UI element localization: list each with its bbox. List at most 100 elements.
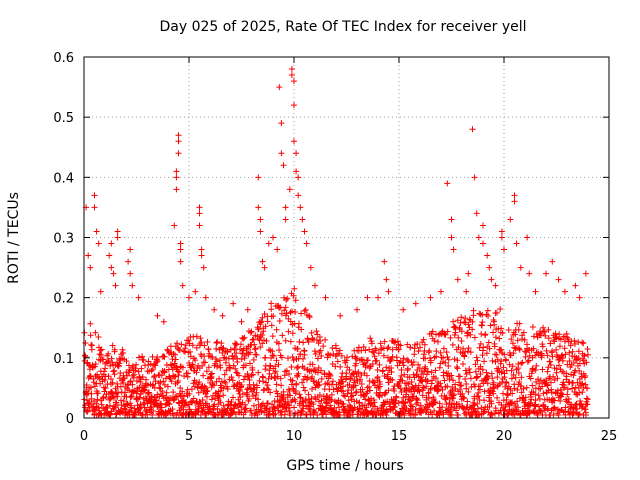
data-point xyxy=(107,411,114,418)
data-point xyxy=(283,367,290,374)
data-point xyxy=(221,378,228,385)
data-point xyxy=(291,404,298,411)
data-point xyxy=(295,192,302,199)
data-point xyxy=(317,337,324,344)
data-point xyxy=(516,346,523,353)
data-point xyxy=(160,353,167,360)
data-point xyxy=(140,357,147,364)
data-point xyxy=(167,361,174,368)
data-point xyxy=(398,411,405,418)
data-point xyxy=(565,395,572,402)
data-point xyxy=(173,168,180,175)
data-point xyxy=(472,361,479,368)
data-point xyxy=(283,296,290,303)
data-point xyxy=(210,382,217,389)
data-point xyxy=(471,174,478,181)
x-axis-label: GPS time / hours xyxy=(286,458,403,474)
data-point xyxy=(204,388,211,395)
data-point xyxy=(226,365,233,372)
data-point xyxy=(562,404,569,411)
data-point xyxy=(314,355,321,362)
data-point xyxy=(570,410,577,417)
data-point xyxy=(555,411,562,418)
data-point xyxy=(264,400,271,407)
data-point xyxy=(292,309,299,316)
data-point xyxy=(532,391,539,398)
data-point xyxy=(213,378,220,385)
data-point xyxy=(433,348,440,355)
data-point xyxy=(432,399,439,406)
data-point xyxy=(456,373,463,380)
data-point xyxy=(149,411,156,418)
data-point xyxy=(416,344,423,351)
data-point xyxy=(465,270,472,277)
data-point xyxy=(460,345,467,352)
data-point xyxy=(486,403,493,410)
data-point xyxy=(107,376,114,383)
data-point xyxy=(411,388,418,395)
data-point xyxy=(482,331,489,338)
data-point xyxy=(497,360,504,367)
data-point xyxy=(379,392,386,399)
data-point xyxy=(384,354,391,361)
data-point xyxy=(238,318,245,325)
data-point xyxy=(135,368,142,375)
data-point xyxy=(230,362,237,369)
data-point xyxy=(353,373,360,380)
data-point xyxy=(505,326,512,333)
data-point xyxy=(454,276,461,283)
data-point xyxy=(504,411,511,418)
data-point xyxy=(223,367,230,374)
data-point xyxy=(538,408,545,415)
data-point xyxy=(265,346,272,353)
data-point xyxy=(584,351,591,358)
data-point xyxy=(498,234,505,241)
data-point xyxy=(87,332,94,339)
data-point xyxy=(483,350,490,357)
data-point xyxy=(509,390,516,397)
data-point xyxy=(539,343,546,350)
data-point xyxy=(131,371,138,378)
data-point xyxy=(311,348,318,355)
data-point xyxy=(111,371,118,378)
data-point xyxy=(500,364,507,371)
data-point xyxy=(343,373,350,380)
data-point xyxy=(238,404,245,411)
data-point xyxy=(574,405,581,412)
data-point xyxy=(511,385,518,392)
data-point xyxy=(511,198,518,205)
data-point xyxy=(543,270,549,277)
data-point xyxy=(462,375,469,382)
data-point xyxy=(456,379,463,386)
data-point xyxy=(402,399,409,406)
data-point xyxy=(202,294,209,301)
data-point xyxy=(494,356,501,363)
data-point xyxy=(137,378,144,385)
data-point xyxy=(544,405,551,412)
data-point xyxy=(229,377,236,384)
data-point xyxy=(199,396,206,403)
data-point xyxy=(477,340,484,347)
data-point xyxy=(544,382,551,389)
data-point xyxy=(196,204,203,211)
data-point xyxy=(467,331,474,338)
data-point xyxy=(475,234,482,241)
data-point xyxy=(302,373,309,380)
data-point xyxy=(305,338,312,345)
data-point xyxy=(474,405,481,412)
data-point xyxy=(86,399,93,406)
data-point xyxy=(576,367,583,374)
data-point xyxy=(462,348,469,355)
data-point xyxy=(148,403,155,410)
data-point xyxy=(508,400,515,407)
data-point xyxy=(481,408,488,415)
data-point xyxy=(147,404,154,411)
data-point xyxy=(350,392,357,399)
data-point xyxy=(175,372,182,379)
data-point xyxy=(107,362,114,369)
data-point xyxy=(455,334,462,341)
data-point xyxy=(358,380,365,387)
data-point xyxy=(344,390,351,397)
data-point xyxy=(214,405,221,412)
data-point xyxy=(105,350,112,357)
